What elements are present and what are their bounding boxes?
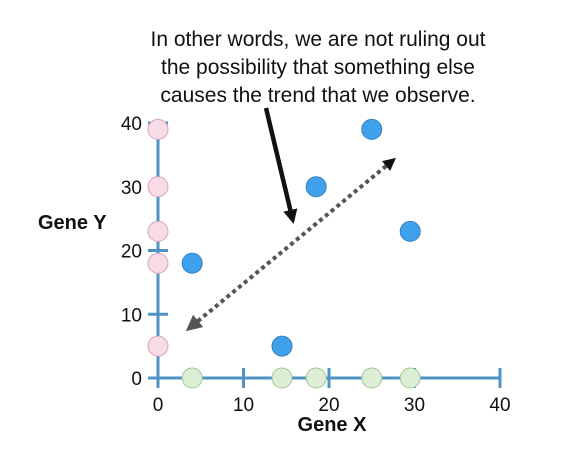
annotation-line-1: In other words, we are not ruling out	[150, 28, 486, 51]
data-point	[181, 252, 203, 274]
annotation-text: In other words, we are not ruling out th…	[118, 26, 518, 110]
data-point	[147, 252, 169, 274]
y-tick-label: 0	[131, 369, 142, 390]
x-tick-label: 0	[153, 395, 164, 416]
y-tick-label: 10	[121, 305, 142, 326]
data-point	[399, 220, 421, 242]
x-tick-label: 10	[233, 395, 254, 416]
x-tick-label: 30	[404, 395, 425, 416]
y-tick-label: 40	[121, 114, 142, 135]
data-point	[147, 176, 169, 198]
trend-double-arrow	[185, 157, 396, 332]
data-point	[305, 367, 327, 389]
data-point	[399, 367, 421, 389]
data-point	[305, 176, 327, 198]
axes: 0 10 20 30 40 0 10 20 30 40	[121, 114, 511, 416]
data-point	[271, 367, 293, 389]
data-point	[147, 220, 169, 242]
x-axis-title: Gene X	[298, 414, 368, 436]
pointer-arrow	[263, 107, 298, 225]
y-tick-label: 30	[121, 178, 142, 199]
annotation-line-3: causes the trend that we observe.	[160, 84, 476, 107]
x-tick-label: 20	[318, 395, 339, 416]
x-tick-label: 40	[489, 395, 510, 416]
data-point	[181, 367, 203, 389]
y-axis-title: Gene Y	[38, 212, 107, 234]
data-points	[147, 118, 421, 389]
data-point	[147, 335, 169, 357]
data-point	[147, 118, 169, 140]
annotation-line-2: the possibility that something else	[160, 56, 475, 79]
data-point	[361, 367, 383, 389]
y-tick-label: 20	[121, 242, 142, 263]
arrows	[185, 107, 396, 332]
data-point	[361, 118, 383, 140]
data-point	[271, 335, 293, 357]
